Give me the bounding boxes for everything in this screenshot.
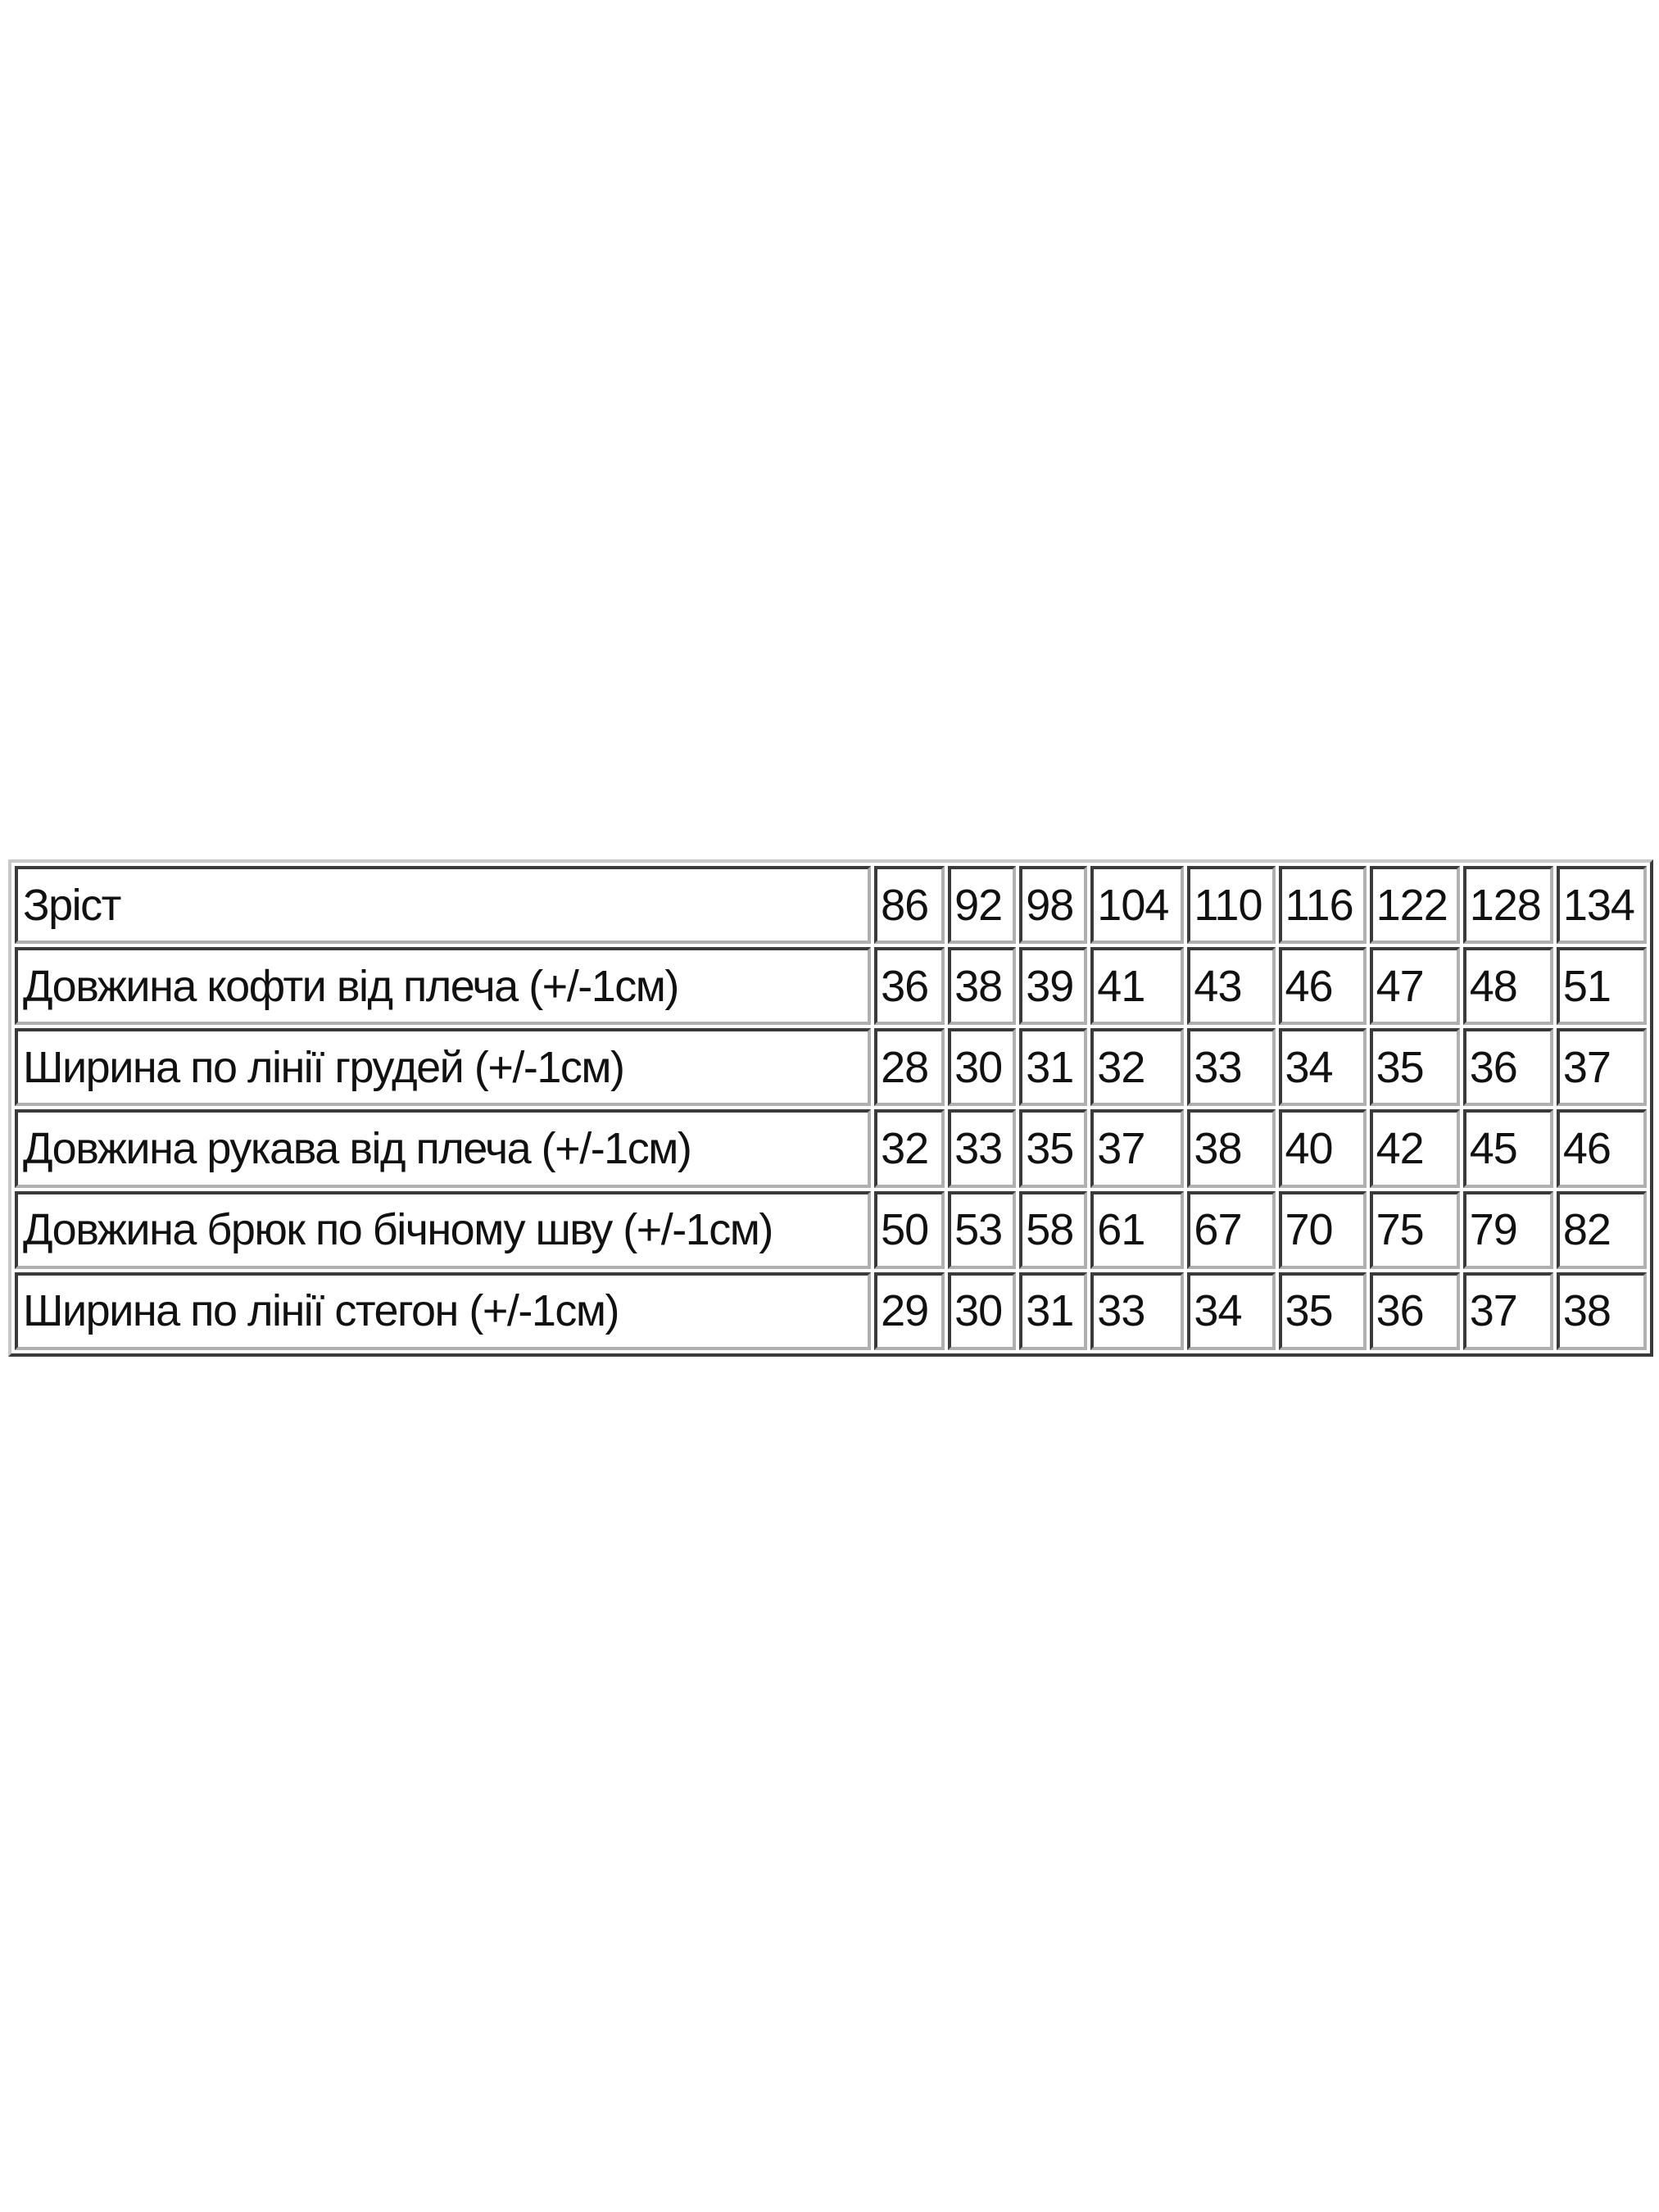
table-cell: 35 <box>1019 1109 1088 1188</box>
table-cell: 32 <box>1090 1028 1185 1107</box>
table-cell: 36 <box>874 947 945 1026</box>
table-cell: 47 <box>1369 947 1460 1026</box>
table-cell: 33 <box>948 1109 1017 1188</box>
table-cell: 48 <box>1462 947 1553 1026</box>
table-cell: 43 <box>1187 947 1276 1026</box>
table-cell: 61 <box>1090 1190 1185 1269</box>
table-cell: 32 <box>874 1109 945 1188</box>
table-cell: 134 <box>1556 866 1647 945</box>
table-cell: 50 <box>874 1190 945 1269</box>
table-cell: 128 <box>1462 866 1553 945</box>
table-cell: 36 <box>1369 1271 1460 1350</box>
table-cell: 28 <box>874 1028 945 1107</box>
row-label: Довжина кофти від плеча (+/-1см) <box>15 947 872 1026</box>
table-cell: 45 <box>1462 1109 1553 1188</box>
table-cell: 38 <box>1187 1109 1276 1188</box>
table-cell: 46 <box>1556 1109 1647 1188</box>
table-cell: 53 <box>948 1190 1017 1269</box>
table-cell: 86 <box>874 866 945 945</box>
row-label: Ширина по лінії стегон (+/-1см) <box>15 1271 872 1350</box>
table-cell: 33 <box>1090 1271 1185 1350</box>
table-row: Ширина по лінії стегон (+/-1см) 29 30 31 33 3… <box>15 1271 1647 1350</box>
table-cell: 34 <box>1187 1271 1276 1350</box>
table-cell: 35 <box>1278 1271 1367 1350</box>
table-cell: 37 <box>1090 1109 1185 1188</box>
table-cell: 37 <box>1556 1028 1647 1107</box>
table-cell: 30 <box>948 1271 1017 1350</box>
table-cell: 38 <box>1556 1271 1647 1350</box>
table-cell: 51 <box>1556 947 1647 1026</box>
table-cell: 75 <box>1369 1190 1460 1269</box>
table-cell: 35 <box>1369 1028 1460 1107</box>
table-cell: 110 <box>1187 866 1276 945</box>
row-label: Ширина по лінії грудей (+/-1см) <box>15 1028 872 1107</box>
table-row: Зріст 86 92 98 104 110 116 122 128 134 <box>15 866 1647 945</box>
table-cell: 34 <box>1278 1028 1367 1107</box>
table-cell: 92 <box>948 866 1017 945</box>
table-cell: 98 <box>1019 866 1088 945</box>
table-cell: 36 <box>1462 1028 1553 1107</box>
table-cell: 79 <box>1462 1190 1553 1269</box>
row-label: Зріст <box>15 866 872 945</box>
table-cell: 122 <box>1369 866 1460 945</box>
table-cell: 104 <box>1090 866 1185 945</box>
table-cell: 31 <box>1019 1271 1088 1350</box>
row-label: Довжина рукава від плеча (+/-1см) <box>15 1109 872 1188</box>
table-cell: 42 <box>1369 1109 1460 1188</box>
table-row: Довжина брюк по бічному шву (+/-1см) 50 53… <box>15 1190 1647 1269</box>
table-cell: 31 <box>1019 1028 1088 1107</box>
size-chart-body: Зріст 86 92 98 104 110 116 122 128 134 Довжина коф… <box>15 866 1647 1350</box>
table-cell: 70 <box>1278 1190 1367 1269</box>
row-label: Довжина брюк по бічному шву (+/-1см) <box>15 1190 872 1269</box>
table-cell: 58 <box>1019 1190 1088 1269</box>
table-cell: 41 <box>1090 947 1185 1026</box>
table-row: Ширина по лінії грудей (+/-1см) 28 30 31 32 3… <box>15 1028 1647 1107</box>
table-cell: 33 <box>1187 1028 1276 1107</box>
table-cell: 29 <box>874 1271 945 1350</box>
table-cell: 116 <box>1278 866 1367 945</box>
table-cell: 67 <box>1187 1190 1276 1269</box>
table-cell: 39 <box>1019 947 1088 1026</box>
table-cell: 30 <box>948 1028 1017 1107</box>
table-cell: 38 <box>948 947 1017 1026</box>
table-cell: 46 <box>1278 947 1367 1026</box>
table-row: Довжина кофти від плеча (+/-1см) 36 38 39 41… <box>15 947 1647 1026</box>
size-chart-table: Зріст 86 92 98 104 110 116 122 128 134 Довжина коф… <box>8 859 1653 1357</box>
table-cell: 37 <box>1462 1271 1553 1350</box>
table-cell: 82 <box>1556 1190 1647 1269</box>
table-cell: 40 <box>1278 1109 1367 1188</box>
table-row: Довжина рукава від плеча (+/-1см) 32 33 35 3… <box>15 1109 1647 1188</box>
